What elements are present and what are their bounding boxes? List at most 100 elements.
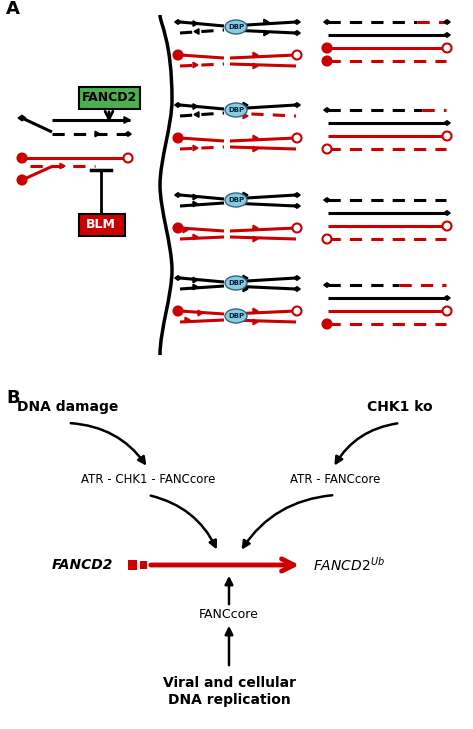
Circle shape (443, 44, 452, 52)
Polygon shape (193, 104, 198, 109)
Polygon shape (324, 108, 330, 112)
Polygon shape (253, 308, 258, 313)
Polygon shape (193, 62, 198, 68)
Text: B: B (6, 389, 19, 407)
Polygon shape (194, 112, 199, 117)
Ellipse shape (225, 276, 247, 290)
Polygon shape (444, 211, 450, 215)
Polygon shape (243, 113, 248, 119)
Circle shape (292, 224, 301, 233)
Polygon shape (243, 276, 248, 281)
Text: $\mathit{FANCD2}^{Ub}$: $\mathit{FANCD2}^{Ub}$ (313, 556, 385, 574)
Polygon shape (253, 147, 258, 152)
Polygon shape (294, 192, 300, 198)
Polygon shape (324, 283, 330, 287)
Polygon shape (193, 234, 198, 240)
Polygon shape (243, 286, 248, 292)
Ellipse shape (225, 193, 247, 207)
Text: DNA damage: DNA damage (18, 400, 119, 414)
Text: DBP: DBP (228, 280, 244, 286)
Polygon shape (175, 276, 181, 280)
Circle shape (323, 144, 332, 154)
Polygon shape (193, 145, 198, 151)
Circle shape (123, 154, 132, 163)
Text: DBP: DBP (228, 107, 244, 113)
Polygon shape (125, 132, 131, 136)
Circle shape (323, 235, 332, 243)
Polygon shape (243, 192, 248, 198)
Circle shape (323, 319, 332, 329)
Polygon shape (18, 115, 26, 121)
Polygon shape (124, 117, 130, 123)
Circle shape (292, 133, 301, 142)
Circle shape (292, 50, 301, 60)
Polygon shape (324, 198, 330, 202)
Text: ATR - FANCcore: ATR - FANCcore (290, 473, 380, 486)
Circle shape (18, 154, 26, 163)
Polygon shape (185, 317, 190, 323)
Text: A: A (6, 0, 20, 18)
Polygon shape (253, 319, 258, 324)
Circle shape (323, 57, 332, 66)
Text: FANCcore: FANCcore (199, 609, 259, 622)
Polygon shape (198, 311, 203, 316)
Polygon shape (193, 284, 198, 289)
Polygon shape (193, 277, 198, 283)
Polygon shape (444, 296, 450, 300)
Text: DBP: DBP (228, 24, 244, 30)
Polygon shape (253, 52, 258, 58)
Polygon shape (175, 103, 181, 107)
Polygon shape (324, 20, 330, 24)
Polygon shape (444, 20, 450, 24)
Circle shape (323, 44, 332, 52)
FancyBboxPatch shape (79, 87, 140, 109)
Polygon shape (243, 102, 248, 108)
Polygon shape (444, 121, 450, 125)
Text: CHK1 ko: CHK1 ko (367, 400, 433, 414)
FancyBboxPatch shape (79, 214, 124, 235)
Text: Viral and cellular: Viral and cellular (163, 676, 296, 690)
Polygon shape (253, 236, 258, 242)
Polygon shape (294, 276, 300, 280)
Circle shape (174, 306, 183, 316)
Polygon shape (444, 33, 450, 37)
Polygon shape (253, 225, 258, 231)
Text: ATR - CHK1 - FANCcore: ATR - CHK1 - FANCcore (81, 473, 215, 486)
Circle shape (18, 176, 26, 184)
Polygon shape (294, 20, 300, 24)
Ellipse shape (225, 20, 247, 34)
Circle shape (174, 133, 183, 142)
Text: FANCD2: FANCD2 (81, 91, 137, 104)
Polygon shape (294, 103, 300, 107)
Polygon shape (264, 30, 269, 36)
Polygon shape (193, 201, 198, 207)
Circle shape (292, 306, 301, 316)
Circle shape (443, 131, 452, 141)
Polygon shape (253, 136, 258, 141)
Polygon shape (253, 63, 258, 69)
Polygon shape (294, 286, 300, 292)
Polygon shape (193, 194, 198, 200)
Polygon shape (60, 163, 65, 168)
Text: DBP: DBP (228, 313, 244, 319)
Polygon shape (95, 131, 100, 137)
Ellipse shape (225, 309, 247, 323)
Polygon shape (294, 31, 300, 35)
Text: DBP: DBP (228, 197, 244, 203)
Circle shape (443, 222, 452, 230)
Text: DNA replication: DNA replication (167, 693, 290, 707)
Circle shape (174, 224, 183, 233)
Circle shape (174, 50, 183, 60)
Text: FANCD2: FANCD2 (51, 558, 113, 572)
Polygon shape (175, 192, 181, 198)
FancyBboxPatch shape (128, 560, 137, 570)
Polygon shape (294, 203, 300, 208)
Circle shape (443, 306, 452, 316)
Polygon shape (175, 20, 181, 24)
Polygon shape (264, 19, 269, 25)
Polygon shape (193, 20, 198, 26)
Polygon shape (183, 227, 188, 233)
Ellipse shape (225, 103, 247, 117)
Polygon shape (194, 28, 199, 34)
FancyBboxPatch shape (140, 561, 147, 569)
